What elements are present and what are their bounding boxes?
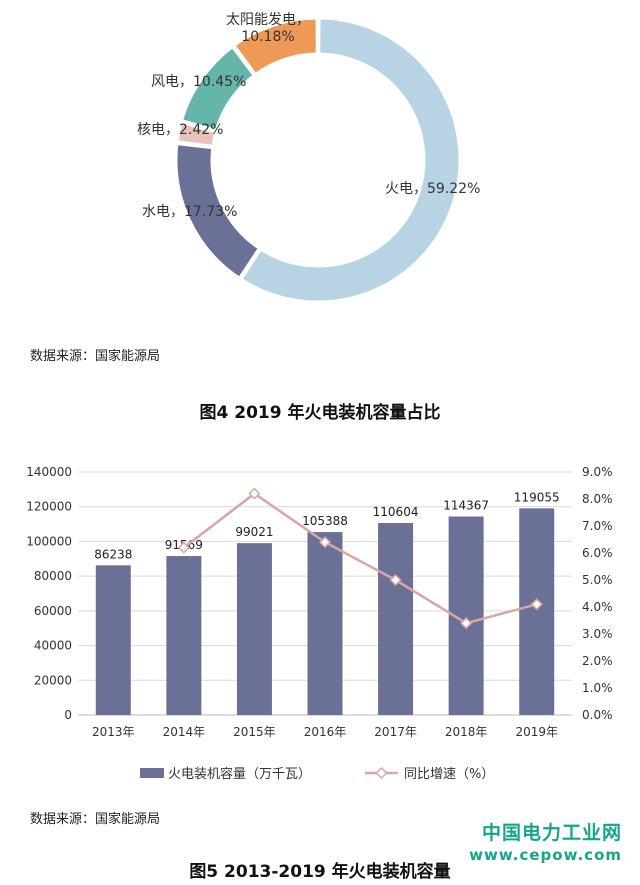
x-tick-label-4: 2017年 — [374, 725, 417, 739]
x-tick-label-3: 2016年 — [304, 725, 347, 739]
donut-label-4: 太阳能发电， 10.18% — [226, 12, 310, 45]
right-tick-label-8: 8.0% — [582, 492, 613, 506]
growth-line — [177, 487, 543, 630]
right-tick-label-7: 7.0% — [582, 519, 613, 533]
bar-6 — [519, 508, 555, 715]
left-tick-label-3: 60000 — [34, 604, 72, 618]
bar-label-3: 105388 — [302, 514, 348, 528]
left-tick-label-7: 140000 — [26, 465, 72, 479]
donut-slice-4 — [231, 16, 319, 77]
watermark-name: 中国电力工业网 — [481, 822, 622, 844]
donut-label-0: 火电，59.22% — [385, 181, 480, 197]
right-tick-label-9: 9.0% — [582, 465, 613, 479]
legend-label-bar: 火电装机容量（万千瓦） — [168, 766, 311, 782]
figure4-title: 图4 2019 年火电装机容量占比 — [199, 403, 441, 423]
legend-marker-line — [375, 766, 388, 780]
left-tick-label-6: 120000 — [26, 500, 72, 514]
right-tick-label-1: 1.0% — [582, 681, 613, 695]
legend-swatch-bar — [140, 768, 164, 778]
growth-point-2 — [318, 536, 332, 549]
growth-point-4 — [460, 617, 473, 630]
donut-labels: 火电，59.22% 水电，17.73% 核电，2.42% 风电，10.45% 太阳能发电… — [137, 12, 480, 220]
x-tick-label-2: 2015年 — [233, 725, 276, 739]
left-tick-label-1: 20000 — [34, 673, 72, 687]
right-tick-label-4: 4.0% — [582, 600, 613, 614]
donut-slice-3 — [179, 44, 257, 133]
right-tick-label-5: 5.0% — [582, 573, 613, 587]
bar-0 — [95, 565, 131, 715]
right-tick-label-0: 0.0% — [582, 708, 613, 722]
bar-4 — [378, 523, 414, 715]
growth-point-0 — [177, 541, 190, 554]
donut-label-2: 核电，2.42% — [137, 122, 223, 138]
donut-slice-0 — [239, 16, 462, 304]
legend-label-line: 同比增速（%） — [404, 767, 494, 782]
combo-chart: 020000400006000080000100000120000140000 … — [26, 465, 613, 782]
growth-point-3 — [389, 573, 402, 587]
bar-3 — [307, 532, 343, 715]
right-tick-label-2: 2.0% — [582, 654, 613, 668]
donut-slice-1 — [174, 141, 262, 281]
left-tick-label-2: 40000 — [34, 639, 72, 653]
x-tick-label-1: 2014年 — [163, 725, 206, 739]
bar-label-0: 86238 — [94, 547, 132, 561]
left-tick-label-0: 0 — [64, 708, 72, 722]
legend: 火电装机容量（万千瓦） 同比增速（%） — [140, 766, 494, 782]
growth-line-path — [183, 492, 538, 625]
growth-point-1 — [248, 487, 261, 500]
x-tick-label-0: 2013年 — [92, 725, 135, 739]
donut-slices — [174, 16, 462, 304]
bar-1 — [166, 556, 202, 715]
right-tick-label-3: 3.0% — [582, 627, 613, 641]
bars — [95, 508, 555, 715]
donut-chart: 火电，59.22% 水电，17.73% 核电，2.42% 风电，10.45% 太阳能发电… — [137, 12, 480, 304]
watermark-url: www.cepow.com — [469, 846, 622, 864]
right-tick-label-6: 6.0% — [582, 546, 613, 560]
left-tick-label-4: 80000 — [34, 569, 72, 583]
x-tick-label-5: 2018年 — [445, 725, 488, 739]
x-axis-ticks: 2013年 2014年 2015年 2016年 2017年 2018年 2019年 — [92, 725, 558, 739]
bar-label-2: 99021 — [235, 525, 273, 539]
bar-label-5: 114367 — [443, 498, 489, 512]
donut-label-1: 水电，17.73% — [142, 204, 237, 220]
left-tick-label-5: 100000 — [26, 534, 72, 548]
growth-point-5 — [530, 598, 543, 611]
donut-label-3: 风电，10.45% — [151, 74, 246, 90]
bar-2 — [236, 543, 272, 715]
figure5-title: 图5 2013-2019 年火电装机容量 — [189, 862, 451, 882]
figure5-source: 数据来源：国家能源局 — [30, 812, 161, 827]
bar-label-4: 110604 — [373, 505, 419, 519]
x-tick-label-6: 2019年 — [515, 725, 558, 739]
left-axis-ticks: 0 20000 40000 60000 80000 100000 120000 140000 — [26, 465, 72, 722]
bar-value-labels: 862389156999021105388110604114367119055 — [94, 490, 559, 561]
figure4-source: 数据来源：国家能源局 — [30, 349, 161, 364]
bar-label-6: 119055 — [514, 490, 560, 504]
right-axis-ticks: 0.0% 1.0% 2.0% 3.0% 4.0% 5.0% 6.0% 7.0% 8.0% 9.0% — [582, 465, 613, 722]
